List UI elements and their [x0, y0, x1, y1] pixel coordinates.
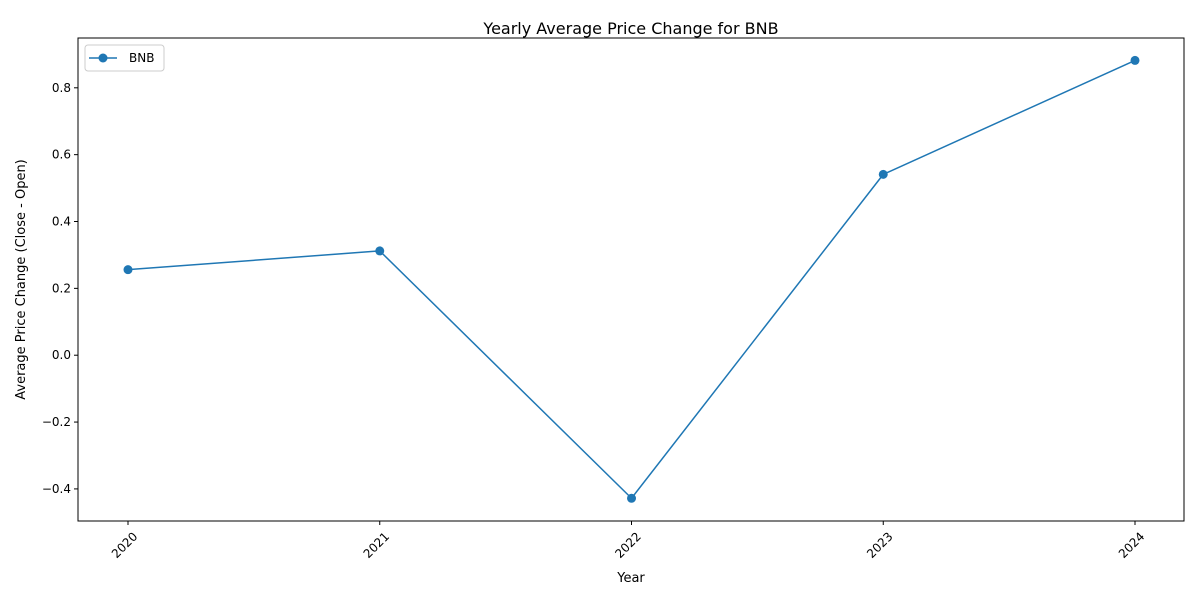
data-point	[123, 265, 133, 275]
y-tick-label: −0.2	[42, 415, 71, 429]
y-tick-label: 0.4	[52, 215, 71, 229]
x-axis: 2020 2021 2022 2023 2024	[109, 521, 1147, 561]
y-axis: −0.4 −0.2 0.0 0.2 0.4 0.6 0.8	[42, 81, 78, 496]
y-tick-label: 0.0	[52, 348, 71, 362]
legend-marker-swatch	[98, 53, 108, 63]
legend-box	[84, 44, 165, 72]
x-tick-label: 2023	[864, 529, 895, 560]
x-tick-label: 2022	[612, 529, 643, 560]
data-point	[375, 246, 385, 256]
x-tick-label: 2021	[361, 529, 392, 560]
y-tick-label: 0.6	[52, 148, 71, 162]
data-point	[878, 169, 888, 179]
data-point	[627, 493, 636, 503]
legend: BNB	[84, 44, 165, 72]
x-tick-label: 2020	[109, 529, 140, 560]
y-tick-label: −0.4	[42, 482, 71, 496]
y-tick-label: 0.8	[52, 81, 71, 95]
series-line	[127, 59, 1136, 500]
data-point	[1130, 55, 1140, 65]
y-tick-label: 0.2	[52, 281, 71, 295]
plot-area-frame	[77, 37, 1185, 522]
legend-label-bnb: BNB	[129, 51, 154, 65]
chart-title: Yearly Average Price Change for BNB	[482, 19, 778, 38]
x-axis-label: Year	[616, 571, 645, 586]
series-layer	[123, 55, 1140, 503]
x-tick-label: 2024	[1116, 529, 1147, 560]
y-axis-label: Average Price Change (Close - Open)	[14, 159, 29, 400]
